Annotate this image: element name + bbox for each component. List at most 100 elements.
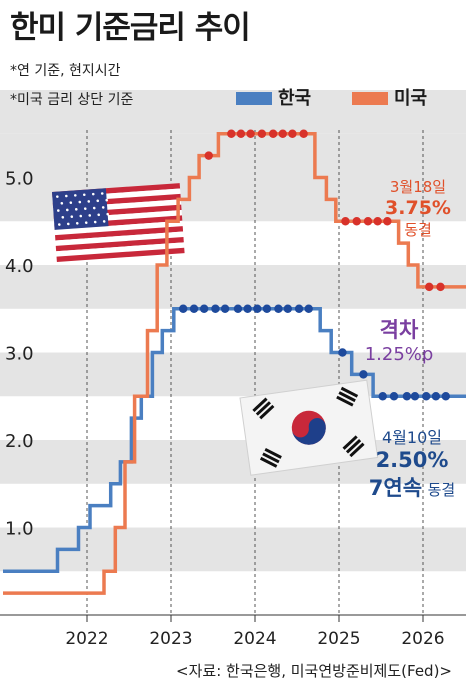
korea-annotation-streak: 7연속 — [368, 476, 423, 500]
us-hold-dot — [257, 129, 267, 138]
us-flag-stripe — [56, 247, 185, 263]
legend-us-label: 미국 — [394, 88, 428, 109]
korea-flag-bar — [340, 386, 359, 398]
us-flag-star — [73, 194, 77, 197]
x-tick-label: 2022 — [65, 629, 108, 649]
y-tick-label: 2.0 — [5, 431, 34, 452]
korea-flag-bar — [262, 452, 280, 464]
us-flag-canton — [52, 188, 109, 230]
korea-flag-trigram — [252, 397, 275, 420]
korea-hold-dot — [274, 304, 283, 313]
us-flag-star — [102, 220, 106, 223]
korea-flag-bar — [345, 439, 362, 454]
korea-hold-dot — [304, 304, 313, 313]
korea-hold-dot — [220, 304, 230, 313]
korea-flag-bar — [255, 401, 271, 416]
us-annotation-status: 동결 — [404, 221, 432, 239]
korea-flag-icon — [239, 379, 379, 476]
korea-flag-trigram — [336, 386, 359, 407]
us-hold-dot — [204, 151, 213, 160]
korea-hold-dot — [422, 392, 431, 401]
us-flag-star — [87, 200, 91, 203]
note-us-upper: *미국 금리 상단 기준 — [10, 92, 134, 108]
us-hold-dot — [246, 129, 255, 138]
korea-hold-dot — [253, 304, 262, 313]
us-flag-star — [60, 202, 64, 205]
grid-band — [0, 90, 466, 134]
legend-korea-label: 한국 — [278, 88, 312, 109]
korea-flag-trigram — [342, 435, 365, 458]
us-hold-dot — [268, 129, 278, 138]
note-basis: *연 기준, 현지시간 — [10, 63, 121, 79]
us-flag-star — [75, 222, 79, 225]
korea-flag-bar — [264, 447, 282, 459]
grid-band — [0, 352, 466, 397]
us-hold-dot — [352, 217, 361, 226]
korea-flag-taegeuk-blue — [291, 418, 326, 445]
korea-hold-dot — [410, 392, 420, 401]
us-flag-star — [57, 209, 60, 212]
us-hold-dot — [236, 129, 246, 138]
korea-hold-dot — [199, 304, 209, 313]
y-tick-label: 5.0 — [5, 169, 34, 190]
korea-flag-trigram — [259, 447, 282, 468]
us-hold-dot — [373, 217, 382, 226]
us-flag-star — [61, 216, 65, 219]
korea-annotation-status: 동결 — [427, 481, 456, 499]
us-hold-dot — [278, 129, 287, 138]
x-tick-label: 2026 — [401, 629, 444, 649]
us-flag-star — [84, 221, 88, 224]
us-annotation-rate: 3.75% — [385, 197, 451, 219]
hold-dots — [178, 129, 450, 401]
us-flag-star — [82, 193, 86, 197]
page-title: 한미 기준금리 추이 — [10, 10, 251, 46]
series-lines — [3, 132, 466, 595]
us-flag-stripe — [55, 231, 184, 246]
flags — [52, 183, 379, 476]
korea-flag-bar — [259, 456, 278, 468]
korea-annotation-rate: 2.50% — [375, 448, 449, 472]
x-tick-label: 2024 — [233, 629, 276, 649]
us-flag-star — [96, 199, 100, 203]
grid-band — [0, 440, 466, 484]
us-flag-star — [74, 208, 78, 211]
korea-flag-bar — [259, 404, 275, 420]
us-hold-dot — [436, 282, 445, 292]
us-hold-dot — [227, 129, 236, 138]
korea-hold-dot — [283, 304, 293, 313]
korea-hold-dot — [243, 304, 252, 313]
us-flag-star — [56, 195, 59, 198]
us-flag-star — [93, 220, 97, 224]
us-flag-star — [88, 214, 92, 217]
korea-hold-dot — [402, 392, 412, 401]
us-flag-stripe — [55, 236, 184, 252]
y-tick-label: 4.0 — [5, 256, 34, 277]
us-annotation-date: 3월18일 — [389, 178, 447, 196]
korea-annotation: 4월10일 2.50% 7연속 동결 — [360, 424, 464, 502]
grid-band — [0, 133, 466, 178]
korea-flag-bar — [338, 391, 356, 403]
us-flag-star — [70, 215, 74, 218]
us-flag-icon — [52, 183, 185, 263]
legend-korea-swatch — [236, 92, 272, 105]
source-note: <자료: 한국은행, 미국연방준비제도(Fed)> — [176, 662, 452, 680]
korea-hold-dot — [233, 304, 243, 313]
us-flag-star — [100, 192, 104, 195]
korea-hold-dot — [378, 392, 387, 401]
gap-annotation-value: 1.25%p — [364, 344, 434, 365]
us-rate-line — [3, 132, 466, 595]
korea-hold-dot — [189, 304, 199, 313]
us-flag-star — [105, 198, 109, 202]
korea-hold-dot — [441, 392, 450, 401]
us-flag-stripe — [55, 226, 184, 241]
us-flag-star — [65, 194, 68, 198]
us-flag-star — [78, 200, 82, 204]
korea-flag-bar — [349, 442, 365, 458]
korea-hold-dot — [262, 304, 272, 313]
x-tick-label: 2023 — [149, 629, 192, 649]
us-flag-star — [101, 206, 105, 209]
us-flag-star — [106, 212, 109, 216]
korea-hold-dot — [359, 370, 368, 379]
us-hold-dot — [288, 129, 297, 138]
